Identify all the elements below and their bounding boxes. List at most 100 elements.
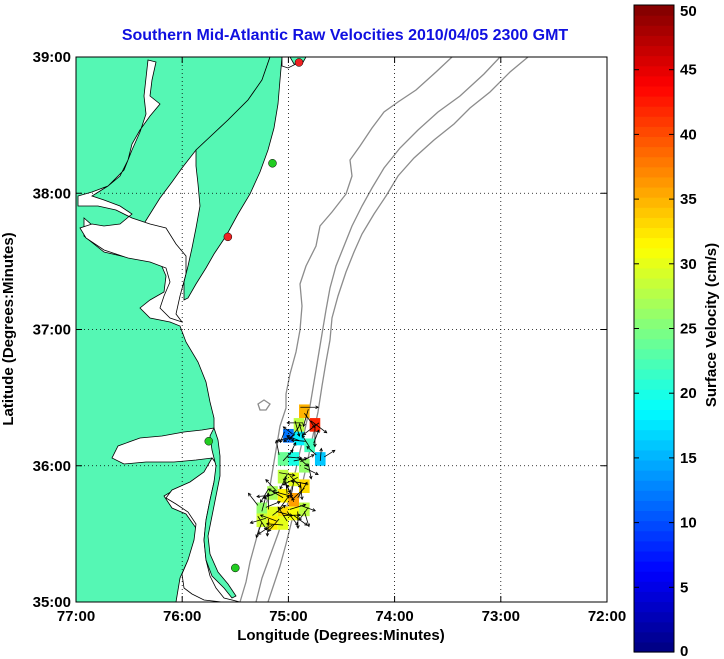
colorbar-swatch — [634, 156, 674, 168]
colorbar-swatch — [634, 368, 674, 380]
colorbar-tick-label: 25 — [680, 321, 697, 338]
colorbar-swatch — [634, 55, 674, 67]
x-tick-label: 74:00 — [375, 608, 413, 625]
colorbar — [634, 5, 674, 653]
colorbar-swatch — [634, 257, 674, 269]
x-tick-label: 72:00 — [588, 608, 626, 625]
velocity-vector-head — [304, 463, 309, 467]
velocity-vector — [303, 409, 309, 427]
velocity-vector — [300, 454, 315, 463]
velocity-cell — [267, 486, 278, 500]
velocity-vector — [306, 446, 317, 456]
colorbar-swatch — [634, 379, 674, 390]
colorbar-swatch — [634, 95, 674, 107]
colorbar-swatch — [634, 409, 674, 421]
velocity-vector — [277, 437, 289, 442]
colorbar-swatch — [634, 75, 674, 87]
velocity-vector-head — [263, 526, 268, 531]
velocity-vector-head — [267, 488, 272, 492]
colorbar-swatch — [634, 247, 674, 259]
colorbar-swatch — [634, 217, 674, 229]
colorbar-swatch — [634, 65, 674, 77]
colorbar-swatch — [634, 449, 674, 461]
x-tick-label: 76:00 — [163, 608, 201, 625]
velocity-vector — [298, 507, 309, 521]
velocity-vector-head — [331, 449, 336, 454]
y-axis-label: Latitude (Degrees:Minutes) — [0, 232, 17, 425]
velocity-vector-head — [306, 523, 310, 528]
colorbar-swatch — [634, 510, 674, 522]
colorbar-swatch — [634, 490, 674, 501]
velocity-vector-head — [276, 500, 281, 505]
colorbar-swatch — [634, 166, 674, 178]
x-tick-label: 73:00 — [482, 608, 520, 625]
velocity-cell — [277, 516, 289, 530]
velocity-vector — [250, 517, 266, 524]
velocity-vector-head — [266, 492, 271, 496]
velocity-vector-head — [279, 439, 283, 444]
velocity-vector-head — [298, 517, 302, 521]
x-axis-label: Longitude (Degrees:Minutes) — [237, 627, 445, 644]
velocity-vector-head — [282, 482, 287, 486]
colorbar-swatch — [634, 439, 674, 451]
colorbar-swatch — [634, 25, 674, 36]
colorbar-swatch — [634, 601, 674, 613]
velocity-vector-head — [277, 506, 281, 511]
velocity-vector — [279, 472, 295, 476]
velocity-vector-head — [259, 514, 264, 518]
velocity-vector-head — [255, 534, 259, 539]
colorbar-ticks: 0 5 10 15 20 25 30 35 40 45 50 — [634, 3, 697, 659]
velocity-vector-head — [310, 454, 315, 458]
colorbar-swatch — [634, 197, 674, 208]
colorbar-swatch — [634, 348, 674, 360]
velocity-vector — [266, 518, 269, 536]
velocity-vector-head — [313, 443, 317, 448]
velocity-vector — [304, 467, 319, 475]
colorbar-swatch — [634, 318, 674, 330]
velocity-vector-head — [297, 513, 302, 517]
velocity-vector-head — [302, 423, 306, 428]
velocity-vector — [255, 522, 263, 538]
velocity-cell — [256, 513, 268, 528]
velocity-vector-head — [286, 484, 290, 489]
velocity-vector-head — [302, 431, 307, 436]
colorbar-swatch — [634, 308, 674, 319]
colorbar-swatch — [634, 389, 674, 400]
colorbar-swatch — [634, 500, 674, 512]
velocity-vector-head — [282, 504, 287, 509]
colorbar-swatch — [634, 227, 674, 239]
colorbar-swatch — [634, 358, 674, 370]
colorbar-swatch — [634, 126, 674, 138]
velocity-vector — [261, 496, 267, 512]
velocity-vector — [286, 435, 300, 441]
colorbar-swatch — [634, 45, 674, 57]
velocity-vector-head — [279, 485, 283, 490]
velocity-vector-head — [265, 522, 270, 526]
velocity-vector — [279, 474, 288, 490]
velocity-vector-head — [296, 433, 301, 437]
colorbar-tick-label: 40 — [680, 126, 697, 143]
velocity-vector — [283, 434, 296, 442]
velocity-vector — [313, 429, 320, 444]
colorbar-swatch — [634, 470, 674, 481]
velocity-vector — [291, 480, 309, 485]
velocity-vector — [268, 488, 284, 499]
velocity-vector — [266, 523, 284, 526]
colorbar-swatch — [634, 136, 674, 148]
x-tick-label: 77:00 — [57, 608, 95, 625]
colorbar-swatch — [634, 530, 674, 542]
colorbar-swatch — [634, 207, 674, 218]
velocity-vector-head — [302, 503, 307, 507]
velocity-vector-head — [286, 494, 290, 499]
velocity-vector — [277, 507, 288, 522]
velocity-vector — [324, 449, 336, 458]
grid-lines — [76, 57, 607, 602]
velocity-vector — [275, 440, 280, 456]
velocity-vector — [282, 477, 298, 486]
colorbar-tick-label: 30 — [680, 256, 697, 273]
colorbar-tick-label: 20 — [680, 385, 697, 402]
radar-station-red — [223, 232, 233, 242]
velocity-vector — [299, 423, 304, 437]
velocity-vector-head — [316, 429, 320, 434]
